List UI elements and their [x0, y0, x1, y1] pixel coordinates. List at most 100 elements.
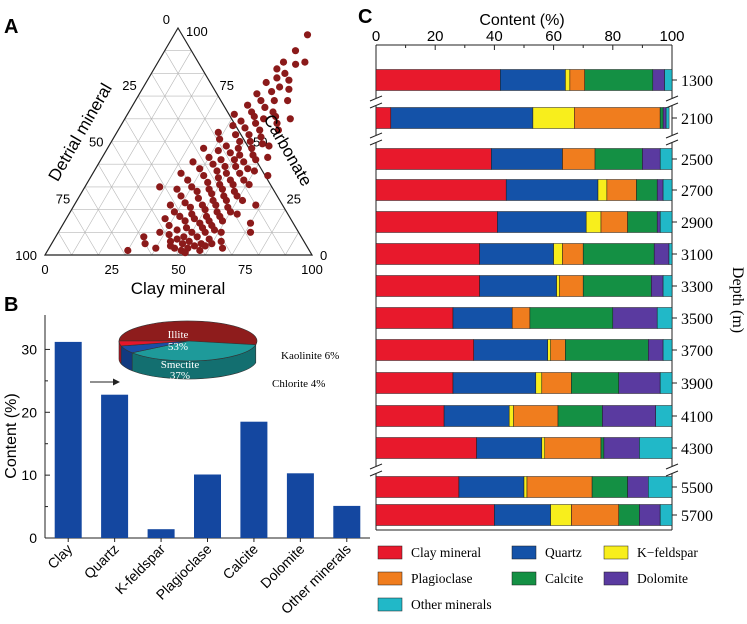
- c-seg-calcite: [529, 307, 614, 329]
- c-row-2500: [375, 148, 673, 170]
- sample-point: [232, 162, 240, 171]
- sample-point: [194, 194, 202, 202]
- c-seg-quartz: [473, 339, 548, 361]
- axis-break: [369, 102, 383, 109]
- sample-point: [252, 156, 260, 164]
- legend-swatch-quartz: [511, 545, 537, 560]
- b-bar-clay: [54, 341, 82, 538]
- sample-point: [210, 226, 219, 234]
- pie-illite-pct: 53%: [168, 341, 188, 353]
- legend-swatch-other: [377, 597, 403, 612]
- c-seg-clay: [375, 107, 392, 129]
- sample-point: [221, 162, 229, 171]
- sample-point: [165, 221, 173, 230]
- sample-point: [188, 183, 196, 191]
- sample-point: [218, 185, 226, 193]
- c-seg-calcite: [582, 243, 655, 265]
- panel-c-stacked-bars: C Content (%) 0 20 40 60 80 100 1300 2100 2500 2…: [358, 6, 746, 612]
- axis-break: [369, 95, 383, 102]
- sample-point: [200, 172, 208, 180]
- sample-point: [193, 187, 201, 195]
- sample-point: [217, 237, 225, 245]
- c-seg-other: [639, 437, 673, 459]
- sample-point: [274, 126, 282, 134]
- sample-point: [241, 124, 249, 132]
- c-depth-label: 5700: [681, 508, 713, 525]
- c-row-4100: [375, 405, 673, 427]
- grid-line: [58, 232, 72, 256]
- sample-point: [303, 31, 312, 39]
- axis-detrial-label: Detrial mineral: [45, 80, 116, 184]
- tick-clay: 100: [301, 262, 323, 277]
- pie-kaolinite-label: Kaolinite 6%: [281, 350, 339, 362]
- sample-point: [265, 142, 273, 150]
- c-seg-calcite: [659, 107, 664, 129]
- tick-clay: 25: [105, 262, 119, 277]
- sample-point: [173, 235, 181, 243]
- c-seg-plagioclase: [571, 504, 620, 526]
- c-depth-label: 2900: [681, 215, 713, 232]
- sample-point: [186, 203, 194, 211]
- c-seg-dolomite: [639, 504, 661, 526]
- c-ylabel: Depth (m): [729, 267, 746, 333]
- c-seg-clay: [375, 275, 480, 297]
- sample-point: [193, 233, 201, 241]
- sample-point: [253, 90, 261, 98]
- ternary-triangle: [43, 26, 314, 256]
- c-seg-other: [662, 179, 673, 201]
- sample-point: [141, 240, 149, 248]
- c-seg-dolomite: [653, 243, 670, 265]
- c-seg-kfeldspar: [553, 243, 563, 265]
- sample-point: [258, 140, 266, 148]
- axis-break: [665, 102, 679, 109]
- c-row-4300: [375, 437, 673, 459]
- sample-point: [270, 97, 278, 105]
- c-seg-kfeldspar: [535, 372, 542, 394]
- c-seg-plagioclase: [600, 211, 628, 233]
- sample-point: [284, 97, 292, 105]
- c-depth-labels: 1300 2100 2500 2700 2900 3100 3300 3500 3700 3900…: [672, 73, 713, 525]
- c-seg-plagioclase: [574, 107, 661, 129]
- arrow-head: [113, 378, 120, 386]
- axis-break: [369, 463, 383, 470]
- clay-composition-pie: Illite 53% Smectite 37% Kaolinite 6% Chl…: [118, 320, 339, 390]
- legend-swatch-clay: [377, 545, 403, 560]
- c-seg-clay: [375, 211, 498, 233]
- ternary-grid: [58, 50, 299, 256]
- c-seg-other: [655, 405, 673, 427]
- panel-c-label: C: [358, 6, 372, 28]
- sample-point: [208, 190, 216, 198]
- sample-point: [250, 112, 258, 121]
- c-seg-other: [659, 148, 673, 170]
- sample-point: [189, 158, 197, 166]
- b-axes: 0 10 20 30: [21, 315, 370, 546]
- c-seg-dolomite: [662, 107, 667, 129]
- sample-point: [246, 219, 255, 227]
- axis-break: [665, 95, 679, 102]
- c-seg-plagioclase: [541, 372, 572, 394]
- legend-label-calcite: Calcite: [545, 571, 583, 586]
- c-seg-plagioclase: [511, 307, 531, 329]
- c-depth-label: 3900: [681, 376, 713, 393]
- c-seg-plagioclase: [562, 243, 584, 265]
- c-seg-clay: [375, 243, 480, 265]
- c-depth-label: 2100: [681, 111, 713, 128]
- sample-point: [185, 237, 193, 245]
- sample-point: [190, 242, 199, 250]
- c-row-5700: [375, 504, 673, 526]
- b-bar-dolomite: [286, 473, 314, 538]
- sample-point: [170, 208, 178, 216]
- sample-point: [166, 201, 174, 209]
- sample-point: [218, 217, 227, 225]
- sample-point: [262, 78, 270, 87]
- sample-point: [272, 112, 280, 121]
- c-seg-other: [665, 107, 670, 129]
- c-xtick-label: 0: [372, 28, 380, 45]
- c-seg-quartz: [390, 107, 534, 129]
- tick-carbonate: 25: [287, 191, 301, 206]
- tick-detrital: 100: [15, 248, 37, 263]
- tick-detrital: 0: [163, 12, 170, 27]
- c-depth-label: 1300: [681, 73, 713, 90]
- sample-point: [209, 160, 217, 168]
- tick-clay: 75: [238, 262, 252, 277]
